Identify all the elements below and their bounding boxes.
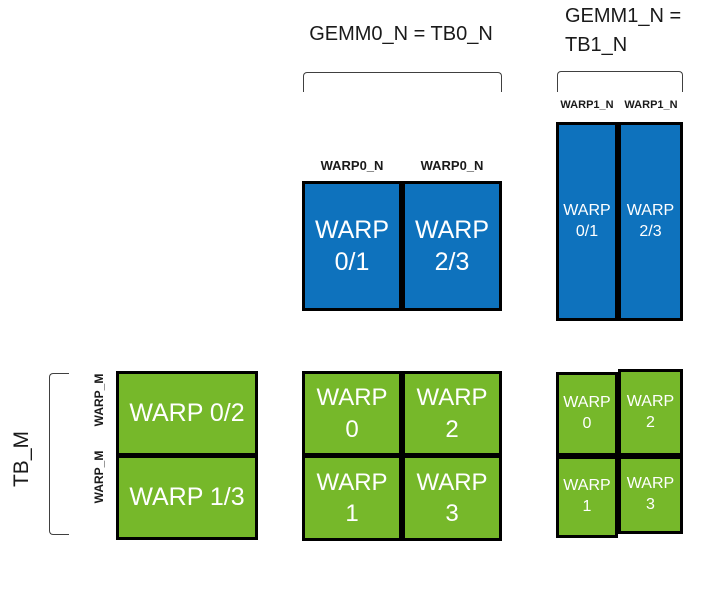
warp-box-line2: 0 bbox=[345, 415, 359, 443]
gemm1-out-warp-box-3: WARP 3 bbox=[618, 456, 683, 534]
warp-box-line1: WARP bbox=[563, 477, 611, 495]
warp-box-line1: WARP bbox=[316, 384, 388, 412]
warp-box-line2: 1 bbox=[345, 500, 359, 527]
gemm1-warp-box-0-1: WARP 0/1 bbox=[556, 122, 618, 321]
gemm1-title-line1: GEMM1_N = bbox=[565, 5, 682, 27]
warp-box-line1: WARP bbox=[414, 215, 490, 244]
gemm0-warp-box-0-1: WARP 0/1 bbox=[302, 181, 402, 311]
tb-m-extent-bracket bbox=[49, 373, 69, 535]
warp-box-line2: 3 bbox=[646, 496, 655, 513]
warp-box-line1: WARP bbox=[563, 394, 611, 412]
warp-box-line1: WARP bbox=[314, 215, 390, 244]
warp-box-line2: 0/1 bbox=[575, 222, 599, 240]
gemm1-extent-bracket bbox=[557, 71, 683, 92]
gemm1-out-warp-box-1: WARP 1 bbox=[556, 456, 618, 538]
warp-box-line1: WARP bbox=[416, 384, 488, 412]
gemm1-warp-box-2-3: WARP 2/3 bbox=[618, 122, 683, 321]
warp-box-line1: WARP bbox=[626, 201, 675, 219]
gemm1-out-warp-box-0: WARP 0 bbox=[556, 372, 618, 456]
warp-box-label: WARP 1/3 bbox=[129, 483, 245, 512]
warp-box-line2: 2/3 bbox=[434, 248, 470, 276]
warp-box-line2: 2 bbox=[445, 415, 459, 443]
warp-m-row-label-1: WARP_M bbox=[92, 450, 106, 504]
warp-box-line1: WARP bbox=[626, 475, 675, 493]
warp-box-line2: 2/3 bbox=[639, 222, 662, 240]
gemm0-col-label-0: WARP0_N bbox=[320, 158, 384, 173]
gemm0-out-warp-box-0: WARP 0 bbox=[302, 371, 402, 456]
warp-box-line1: WARP bbox=[316, 468, 388, 496]
gemm1-col-label-1: WARP1_N bbox=[624, 99, 678, 111]
warp-box-line1: WARP bbox=[626, 392, 675, 410]
warp-box-line2: 2 bbox=[646, 413, 655, 431]
tb-m-axis-label: TB_M bbox=[10, 431, 33, 488]
tb-m-warp-box-0-2: WARP 0/2 bbox=[116, 371, 258, 456]
gemm0-out-warp-box-3: WARP 3 bbox=[402, 455, 502, 541]
warp-box-line1: WARP bbox=[563, 201, 611, 219]
gemm0-out-warp-box-1: WARP 1 bbox=[302, 455, 402, 541]
gemm0-warp-box-2-3: WARP 2/3 bbox=[402, 181, 502, 311]
warp-box-line1: WARP bbox=[416, 468, 488, 496]
gemm0-extent-bracket bbox=[303, 72, 502, 92]
gemm0-col-label-1: WARP0_N bbox=[420, 158, 484, 173]
warp-box-label: WARP 0/2 bbox=[129, 399, 245, 428]
gemm0-out-warp-box-2: WARP 2 bbox=[402, 371, 502, 456]
gemm1-title-line2: TB1_N bbox=[565, 34, 628, 56]
tb-m-warp-box-1-3: WARP 1/3 bbox=[116, 455, 258, 540]
gemm1-col-label-0: WARP1_N bbox=[560, 99, 614, 111]
warp-box-line2: 0/1 bbox=[334, 248, 370, 276]
warp-box-line2: 3 bbox=[445, 500, 459, 527]
gemm0-title: GEMM0_N = TB0_N bbox=[309, 23, 493, 45]
gemm1-out-warp-box-2: WARP 2 bbox=[618, 369, 683, 456]
warp-box-line2: 0 bbox=[582, 415, 592, 432]
warp-box-line2: 1 bbox=[582, 498, 592, 515]
